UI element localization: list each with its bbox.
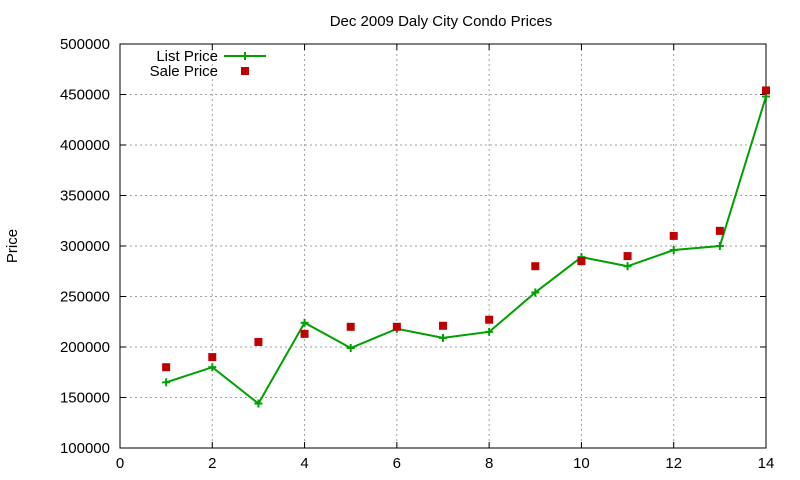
sale-price-point xyxy=(300,329,309,338)
y-tick-label: 200000 xyxy=(60,339,110,356)
list-price-point xyxy=(715,242,724,250)
y-axis-label: Price xyxy=(4,229,21,263)
sale-price-point xyxy=(577,257,586,266)
y-tick-label: 100000 xyxy=(60,440,110,457)
sale-price-point xyxy=(623,252,632,261)
y-tick-label: 150000 xyxy=(60,390,110,407)
y-tick-label: 400000 xyxy=(60,137,110,154)
axis-ticks: 0 2 4 6 8 10 12 14 100000 150000 200000 250000 30000… xyxy=(60,36,774,472)
legend-label-list-price: List Price xyxy=(156,48,218,65)
list-price-point xyxy=(531,288,540,297)
list-price-point xyxy=(485,327,494,336)
list-price-point xyxy=(439,333,447,342)
y-tick-label: 350000 xyxy=(60,188,110,205)
x-tick-label: 2 xyxy=(208,455,216,472)
sale-price-point xyxy=(485,315,494,324)
x-tick-label: 8 xyxy=(485,455,493,472)
sale-price-point xyxy=(254,337,263,346)
grid-lines xyxy=(120,44,766,448)
list-price-point xyxy=(346,344,355,353)
sale-price-point xyxy=(346,322,355,331)
series xyxy=(162,86,770,408)
list-price-line xyxy=(165,96,767,406)
y-tick-label: 300000 xyxy=(60,238,110,255)
y-tick-label: 250000 xyxy=(60,289,110,306)
x-tick-label: 12 xyxy=(665,455,682,472)
sale-price-point xyxy=(715,226,724,235)
x-tick-label: 6 xyxy=(393,455,401,472)
chart-title: Dec 2009 Daly City Condo Prices xyxy=(330,13,553,30)
y-tick-label: 500000 xyxy=(60,36,110,53)
y-tick-label: 450000 xyxy=(60,87,110,104)
list-price-point xyxy=(254,399,263,408)
x-tick-label: 0 xyxy=(116,455,124,472)
legend-marker-list-price xyxy=(241,52,249,60)
sale-price-point xyxy=(531,262,540,271)
list-price-point xyxy=(162,378,171,387)
sale-price-point xyxy=(439,321,447,330)
sale-price-point xyxy=(208,353,217,362)
list-price-point xyxy=(208,363,217,372)
x-tick-label: 4 xyxy=(300,455,308,472)
x-tick-label: 10 xyxy=(573,455,590,472)
sale-price-point xyxy=(762,86,770,95)
sale-price-point xyxy=(669,231,678,240)
list-price-point xyxy=(669,246,678,255)
sale-price-point xyxy=(162,363,171,372)
x-tick-label: 14 xyxy=(758,455,775,472)
list-price-point xyxy=(300,318,309,327)
legend-marker-sale-price xyxy=(241,67,249,75)
legend: List Price Sale Price xyxy=(150,48,266,80)
sale-price-point xyxy=(392,322,401,331)
list-price-point xyxy=(623,262,632,271)
legend-label-sale-price: Sale Price xyxy=(150,63,218,80)
